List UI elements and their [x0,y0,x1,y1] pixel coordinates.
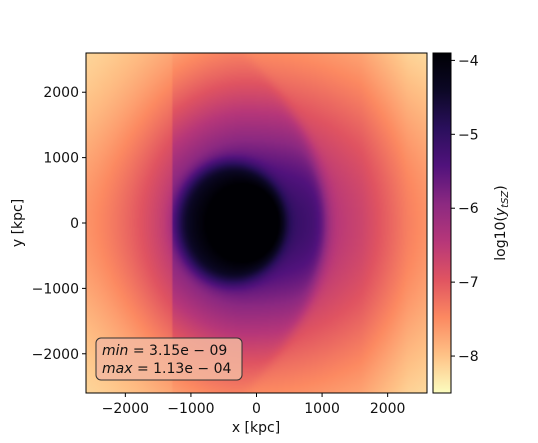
x-tick-label: 2000 [370,401,406,417]
colorbar-tick-label: −4 [458,53,479,69]
colorbar-tick-label: −8 [458,349,479,365]
y-tick-label: 1000 [43,151,79,167]
y-tick-label: 0 [70,216,79,232]
y-tick-label: 2000 [43,85,79,101]
colorbar: −4 −5 −6 −7 −8 log10(ytSZ) [432,52,511,394]
colorbar-label-var: y [493,207,509,217]
y-axis-label: y [kpc] [10,199,26,247]
annotation-min-value: = 3.15e − 09 [128,343,227,359]
colorbar-label-suffix: ) [493,185,509,190]
x-tick-label: 1000 [304,401,340,417]
colorbar-bar [432,52,452,394]
y-tick-label: −2000 [32,347,79,363]
annotation-min-label: min [102,343,128,359]
heatmap-image [86,53,427,393]
x-tick-label: −2000 [102,401,149,417]
annotation-max-label: max [102,361,133,377]
colorbar-tick-label: −6 [458,201,479,217]
heatmap-area [86,53,427,393]
annotation-min: min = 3.15e − 09 [102,343,227,359]
x-tick-label: 0 [252,401,261,417]
x-axis: −2000 −1000 0 1000 2000 [102,393,406,417]
colorbar-label-sub: tSZ [500,190,511,208]
x-tick-label: −1000 [167,401,214,417]
colorbar-tick-label: −5 [458,127,479,143]
x-axis-label: x [kpc] [232,420,280,436]
y-tick-label: −1000 [32,281,79,297]
y-axis: −2000 −1000 0 1000 2000 [32,85,86,363]
colorbar-tick-label: −7 [458,275,479,291]
annotation-max: max = 1.13e − 04 [102,361,231,377]
min-max-annotation: min = 3.15e − 09 max = 1.13e − 04 [95,337,243,381]
colorbar-label-prefix: log10( [493,216,509,261]
colorbar-ticks: −4 −5 −6 −7 −8 [451,53,479,365]
annotation-box [95,337,243,381]
annotation-max-value: = 1.13e − 04 [133,361,232,377]
colorbar-label: log10(ytSZ) [493,185,511,261]
